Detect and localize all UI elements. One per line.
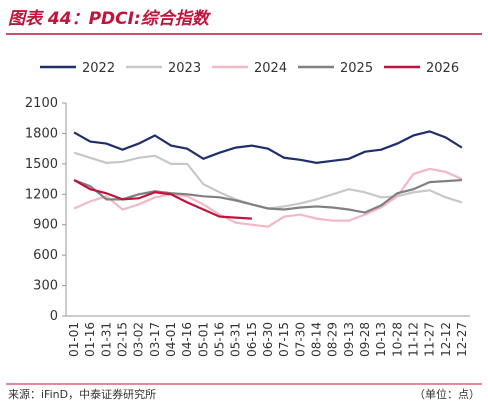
y-tick-label: 1200 bbox=[25, 187, 58, 202]
series-line bbox=[73, 167, 463, 228]
x-tick-label: 12-27 bbox=[455, 322, 469, 357]
legend-label: 2022 bbox=[82, 61, 115, 76]
x-tick-label: 05-01 bbox=[196, 322, 210, 357]
y-tick-label: 600 bbox=[33, 248, 58, 263]
x-tick-label: 11-12 bbox=[406, 322, 420, 357]
x-tick-label: 04-16 bbox=[180, 322, 194, 357]
x-tick-label: 01-31 bbox=[99, 322, 113, 357]
x-tick-label: 10-28 bbox=[390, 322, 404, 357]
series-line bbox=[73, 151, 463, 210]
series-line bbox=[73, 130, 463, 164]
legend-label: 2023 bbox=[168, 61, 201, 76]
legend-label: 2025 bbox=[340, 61, 373, 76]
unit: （单位：点） bbox=[414, 387, 480, 401]
x-tick-label: 12-12 bbox=[439, 322, 453, 357]
y-tick-label: 300 bbox=[33, 279, 58, 294]
y-tick-label: 2100 bbox=[25, 96, 58, 111]
x-tick-label: 09-13 bbox=[342, 322, 356, 357]
x-tick-label: 04-01 bbox=[164, 322, 178, 357]
legend-label: 2024 bbox=[254, 61, 287, 76]
y-tick-label: 0 bbox=[50, 309, 58, 324]
x-tick-label: 02-15 bbox=[116, 322, 130, 357]
x-tick-label: 01-01 bbox=[67, 322, 81, 357]
x-tick-label: 11-27 bbox=[423, 322, 437, 357]
x-tick-label: 09-28 bbox=[358, 322, 372, 357]
x-tick-label: 07-15 bbox=[277, 322, 291, 357]
x-tick-label: 05-16 bbox=[213, 322, 227, 357]
x-tick-label: 06-15 bbox=[245, 322, 259, 357]
series-line bbox=[73, 178, 462, 214]
x-tick-label: 03-17 bbox=[148, 322, 162, 357]
x-tick-label: 07-30 bbox=[293, 322, 307, 357]
x-tick-label: 03-02 bbox=[132, 322, 146, 357]
source: 来源：iFinD，中泰证券研究所 bbox=[8, 387, 156, 401]
x-tick-label: 06-30 bbox=[261, 322, 275, 357]
x-tick-label: 08-29 bbox=[326, 322, 340, 357]
y-tick-label: 1500 bbox=[25, 157, 58, 172]
x-tick-label: 01-16 bbox=[83, 322, 97, 357]
series-line bbox=[73, 179, 252, 220]
title: 图表 44：PDCI:综合指数 bbox=[8, 9, 212, 29]
legend-label: 2026 bbox=[426, 61, 459, 76]
y-tick-label: 900 bbox=[33, 218, 58, 233]
x-tick-label: 08-14 bbox=[309, 322, 323, 357]
x-tick-label: 05-31 bbox=[229, 322, 243, 357]
x-tick-label: 10-13 bbox=[374, 322, 388, 357]
y-tick-label: 1800 bbox=[25, 126, 58, 141]
